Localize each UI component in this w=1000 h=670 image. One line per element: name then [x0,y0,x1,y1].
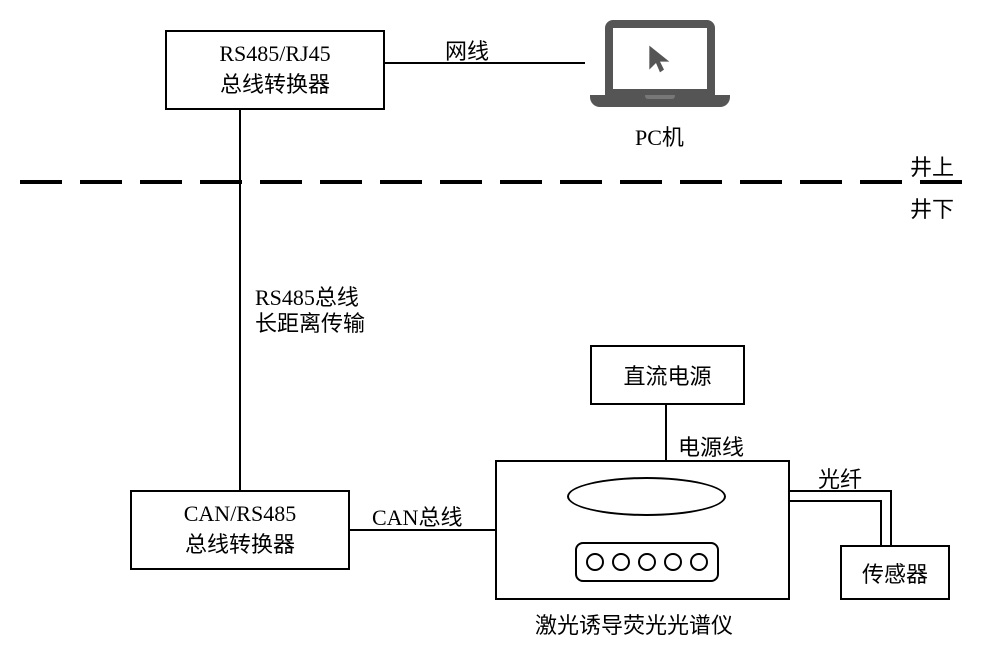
spectrometer-dot-icon [586,553,604,571]
spectrometer-dot-icon [612,553,630,571]
spectrometer-dot-icon [664,553,682,571]
edge-power-line-label: 电源线 [678,430,744,462]
node-converter-top: RS485/RJ45 总线转换器 [165,30,385,110]
laptop-base [590,95,730,107]
separator-label-below: 井下 [910,192,954,224]
edge-fiber-label: 光纤 [818,462,862,494]
node-converter-bottom: CAN/RS485 总线转换器 [130,490,350,570]
edge-can-bus-label: CAN总线 [372,500,462,532]
diagram-canvas: RS485/RJ45 总线转换器 网线 PC机 [0,0,1000,670]
edge-rs485-long [239,110,241,490]
spectrometer-caption: 激光诱导荧光光谱仪 [535,608,733,640]
node-spectrometer [495,460,790,600]
laptop-screen-inner [613,28,707,89]
spectrometer-buttons-icon [575,542,719,582]
spectrometer-dot-icon [690,553,708,571]
pc-label: PC机 [635,120,684,152]
converter-bottom-line1: CAN/RS485 [184,501,296,527]
edge-rs485-long-label2: 长距离传输 [255,306,365,338]
converter-bottom-line2: 总线转换器 [185,527,295,559]
laptop-screen [605,20,715,95]
pc-icon [590,20,730,107]
converter-top-line2: 总线转换器 [220,67,330,99]
edge-fiber-outer-right [890,490,892,545]
edge-fiber-inner-right [880,500,882,545]
edge-power-line [665,405,667,460]
edge-fiber-inner-top [790,500,880,502]
node-dc-power: 直流电源 [590,345,745,405]
spectrometer-lens-icon [567,477,726,516]
separator-label-above: 井上 [910,150,954,182]
node-sensor: 传感器 [840,545,950,600]
converter-top-line1: RS485/RJ45 [219,41,330,67]
dc-power-text: 直流电源 [623,359,711,391]
edge-net-cable-label: 网线 [445,34,489,66]
spectrometer-dot-icon [638,553,656,571]
sensor-text: 传感器 [862,557,928,589]
cursor-icon [644,43,676,75]
